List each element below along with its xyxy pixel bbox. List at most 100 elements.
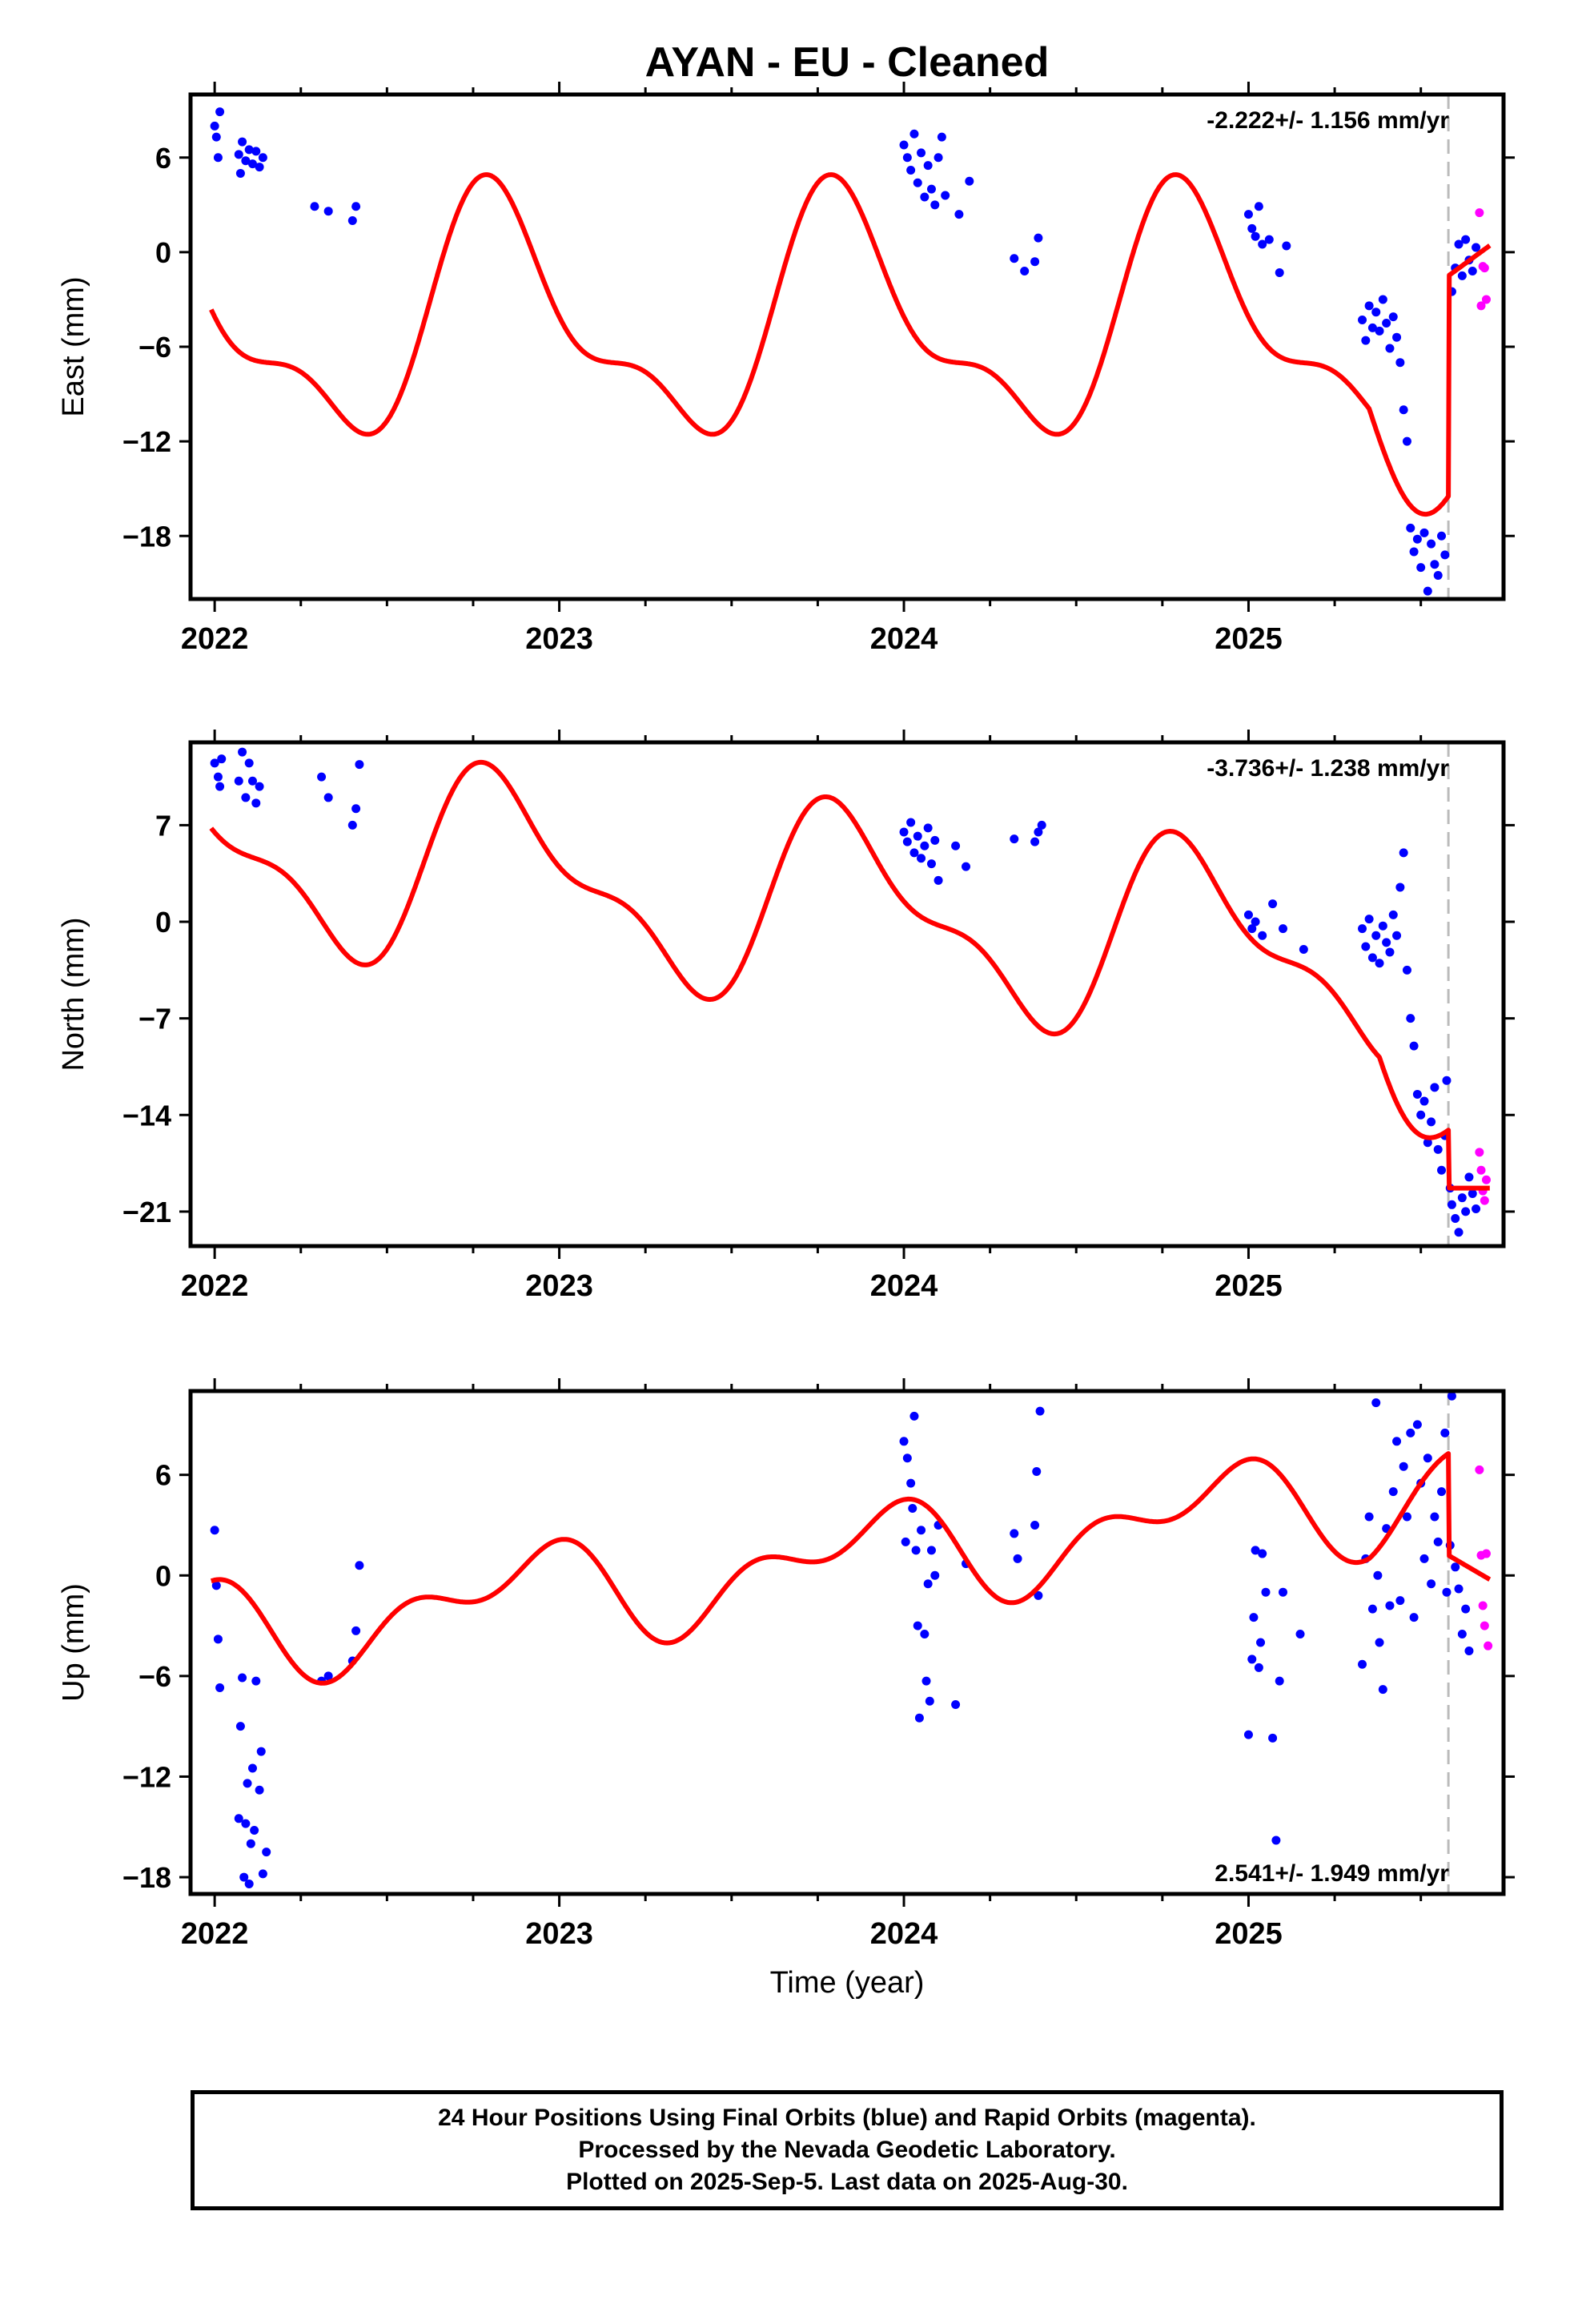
up-final-point xyxy=(1367,1604,1377,1614)
up-plot-area xyxy=(209,1391,1493,1888)
north-xtick-label: 2024 xyxy=(870,1269,938,1303)
east-plot-area xyxy=(209,107,1492,596)
up-final-point xyxy=(1430,1512,1439,1522)
up-final-point xyxy=(899,1437,909,1446)
up-final-point xyxy=(1409,1613,1419,1622)
up-final-point xyxy=(1254,1663,1263,1672)
up-final-point xyxy=(1375,1638,1384,1647)
east-final-point xyxy=(1406,523,1415,533)
east-final-point xyxy=(1437,531,1447,541)
up-final-point xyxy=(1451,1562,1460,1572)
north-final-point xyxy=(1409,1041,1419,1051)
up-rapid-point xyxy=(1484,1641,1493,1651)
north-final-point xyxy=(1361,942,1371,951)
north-final-point xyxy=(913,831,922,841)
up-xtick-label: 2022 xyxy=(181,1917,249,1951)
up-final-point xyxy=(1279,1587,1288,1597)
up-final-point xyxy=(906,1478,916,1488)
up-velocity-label: 2.541+/- 1.949 mm/yr xyxy=(1215,1860,1449,1887)
north-final-point xyxy=(1367,953,1377,963)
east-final-point xyxy=(1454,239,1464,249)
north-final-point xyxy=(238,747,247,757)
east-final-point xyxy=(1251,231,1260,241)
north-y-axis-label: North (mm) xyxy=(57,917,90,1071)
north-final-point xyxy=(210,758,219,768)
north-xtick-label: 2025 xyxy=(1215,1269,1283,1303)
up-final-point xyxy=(1010,1529,1019,1538)
up-final-point xyxy=(235,1722,245,1731)
east-final-point xyxy=(1409,547,1419,557)
north-final-point xyxy=(917,854,926,863)
north-final-point xyxy=(215,782,225,791)
north-final-point xyxy=(1437,1165,1447,1175)
up-final-point xyxy=(262,1848,271,1857)
east-final-point xyxy=(244,145,254,155)
up-final-point xyxy=(1392,1437,1402,1446)
east-final-point xyxy=(899,140,909,150)
north-final-point xyxy=(1243,910,1253,919)
up-final-point xyxy=(250,1825,259,1835)
east-final-point xyxy=(213,153,223,163)
footer-line-processed: Processed by the Nevada Geodetic Laborat… xyxy=(578,2137,1116,2163)
east-final-point xyxy=(1282,241,1291,251)
east-final-point xyxy=(1423,586,1432,596)
up-xtick-label: 2025 xyxy=(1215,1917,1283,1951)
north-final-point xyxy=(323,793,333,802)
up-final-point xyxy=(951,1699,961,1709)
north-final-point xyxy=(1447,1200,1456,1209)
east-final-point xyxy=(1385,344,1395,353)
east-final-point xyxy=(1416,563,1426,573)
up-final-point xyxy=(1035,1406,1045,1416)
up-ytick-label: −6 xyxy=(139,1660,171,1693)
north-final-point xyxy=(1385,947,1395,957)
up-final-point xyxy=(1427,1579,1436,1589)
north-final-point xyxy=(247,776,257,786)
east-final-point xyxy=(920,192,930,202)
up-final-point xyxy=(215,1683,225,1693)
east-final-point xyxy=(902,153,912,163)
up-final-point xyxy=(1433,1537,1443,1546)
east-final-point xyxy=(323,207,333,216)
up-final-point xyxy=(351,1626,361,1635)
north-final-point xyxy=(1034,827,1043,837)
up-model-curve xyxy=(209,1451,1492,1686)
east-final-point xyxy=(1395,358,1405,368)
east-final-point xyxy=(1034,233,1043,243)
north-final-point xyxy=(1375,959,1384,968)
east-final-point xyxy=(1440,550,1450,560)
east-final-point xyxy=(211,132,221,142)
east-final-point xyxy=(235,168,245,178)
up-ytick-label: −18 xyxy=(122,1861,171,1894)
up-final-point xyxy=(1358,1659,1367,1669)
up-final-point xyxy=(1013,1554,1022,1563)
east-final-point xyxy=(1010,254,1019,263)
east-final-point xyxy=(1430,560,1439,569)
east-final-point xyxy=(926,184,936,194)
up-final-point xyxy=(926,1546,936,1555)
north-final-point xyxy=(1247,924,1257,934)
north-final-point xyxy=(1433,1144,1443,1154)
east-final-point xyxy=(255,163,264,172)
north-final-point xyxy=(1416,1110,1426,1120)
east-xtick-label: 2022 xyxy=(181,622,249,656)
east-final-point xyxy=(1030,257,1040,267)
east-final-point xyxy=(310,202,319,211)
north-frame xyxy=(188,740,1506,1248)
up-final-point xyxy=(1461,1604,1471,1614)
up-final-point xyxy=(1373,1570,1383,1580)
up-ytick-label: 0 xyxy=(155,1559,171,1592)
north-final-point xyxy=(1457,1193,1467,1203)
up-rapid-point xyxy=(1478,1601,1488,1610)
up-final-point xyxy=(1258,1549,1267,1558)
up-rapid-point xyxy=(1480,1621,1489,1630)
up-rapid-point xyxy=(1481,1549,1491,1558)
north-final-point xyxy=(234,776,243,786)
up-final-point xyxy=(1268,1733,1278,1743)
east-final-point xyxy=(1419,528,1429,537)
north-final-point xyxy=(1037,820,1046,830)
east-xtick-label: 2025 xyxy=(1215,622,1283,656)
east-model-curve xyxy=(209,172,1492,517)
north-final-point xyxy=(909,848,919,858)
footer-caption-box: 24 Hour Positions Using Final Orbits (bl… xyxy=(191,2090,1504,2210)
east-final-point xyxy=(1367,323,1377,332)
